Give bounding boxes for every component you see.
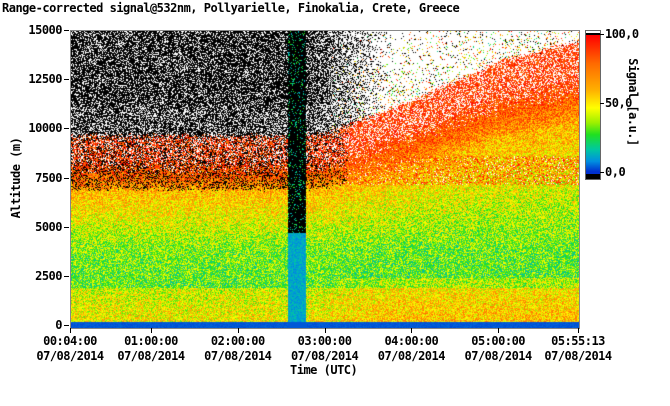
y-tick-label: 7500 [35, 170, 62, 185]
x-tick [70, 328, 71, 333]
y-tick [64, 325, 69, 326]
x-tick-label: 00:04:00 07/08/2014 [36, 334, 104, 364]
x-tick-date: 07/08/2014 [204, 349, 272, 363]
x-tick [324, 328, 326, 333]
y-tick-label: 0 [55, 318, 62, 332]
colorbar-tick-label: 0,0 [605, 165, 626, 179]
x-tick-label: 05:55:13 07/08/2014 [544, 334, 612, 364]
x-tick-time: 00:04:00 [43, 334, 97, 348]
x-tick-label: 05:00:00 07/08/2014 [464, 334, 533, 364]
x-tick-time: 02:00:00 [210, 334, 265, 348]
y-tick [64, 177, 69, 179]
chart-title: Range-corrected signal@532nm, Pollyariel… [2, 1, 460, 15]
x-tick-time: 04:00:00 [384, 334, 439, 348]
x-tick [578, 328, 579, 333]
plot-area [70, 30, 580, 329]
x-tick-time: 01:00:00 [124, 334, 178, 348]
x-tick [150, 328, 152, 333]
x-tick-date: 07/08/2014 [464, 349, 533, 363]
y-tick [64, 226, 69, 228]
x-tick-date: 07/08/2014 [117, 349, 185, 363]
x-tick-label: 02:00:00 07/08/2014 [204, 334, 272, 364]
x-tick-time: 05:55:13 [551, 334, 605, 348]
x-tick-label: 03:00:00 07/08/2014 [290, 334, 359, 364]
y-tick-label: 15000 [28, 23, 62, 37]
colorbar-tick [600, 103, 604, 104]
x-tick-label: 01:00:00 07/08/2014 [117, 334, 185, 364]
x-tick-date: 07/08/2014 [36, 349, 104, 363]
y-tick-label: 10000 [28, 121, 62, 136]
y-tick-label: 2500 [35, 268, 62, 283]
y-tick [64, 79, 69, 81]
heatmap [71, 31, 579, 328]
x-tick-date: 07/08/2014 [290, 349, 359, 363]
colorbar-tick [600, 34, 604, 35]
colorbar [585, 30, 601, 180]
x-tick-time: 03:00:00 [297, 334, 352, 348]
x-tick-time: 05:00:00 [471, 334, 526, 348]
y-tick-label: 5000 [35, 219, 62, 234]
x-tick [237, 328, 239, 333]
x-tick-date: 07/08/2014 [377, 349, 446, 363]
x-tick [411, 328, 413, 333]
x-tick-date: 07/08/2014 [544, 349, 612, 363]
y-tick [64, 128, 69, 130]
y-tick [64, 30, 69, 31]
colorbar-tick [600, 172, 604, 173]
x-axis-label: Time (UTC) [290, 363, 358, 377]
y-tick [64, 275, 69, 277]
colorbar-tick-label: 100,0 [605, 27, 639, 41]
x-tick [498, 328, 500, 333]
colorbar-tick-label: 50,0 [605, 96, 632, 110]
colorbar-label: Signal [a.u.] [626, 58, 640, 146]
y-tick-label: 12500 [28, 72, 62, 87]
y-axis-label: Altitude (m) [9, 137, 23, 219]
x-tick-label: 04:00:00 07/08/2014 [377, 334, 446, 364]
